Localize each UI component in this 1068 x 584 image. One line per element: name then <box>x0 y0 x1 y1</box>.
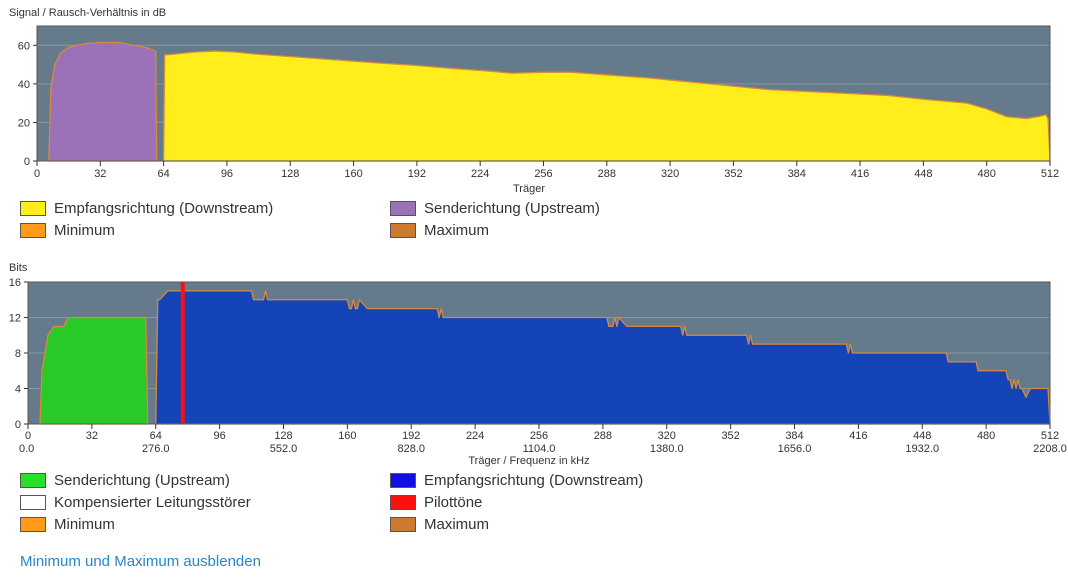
snr-chart: Signal / Rausch-Verhältnis in dB 0 20 40 60… <box>9 7 1059 195</box>
bits-plot-area <box>28 281 1051 425</box>
x-tick-label: 256 <box>530 430 548 442</box>
x-tick-label: 512 <box>1041 430 1059 442</box>
legend-label: Senderichtung (Upstream) <box>54 472 230 489</box>
y-tick-label: 20 <box>18 117 30 129</box>
y-tick-label: 4 <box>15 384 21 396</box>
swatch-maximum <box>390 222 416 238</box>
x-tick-label: 384 <box>785 430 803 442</box>
swatch-downstream <box>390 472 416 488</box>
x-tick-label: 384 <box>788 168 806 180</box>
y-tick-label: 0 <box>24 156 30 168</box>
series-area-empfangsrichtung-downstream- <box>155 290 1051 425</box>
x-tick-label: 0 <box>34 168 40 180</box>
swatch-minimum <box>20 222 46 238</box>
y-tick-label: 16 <box>9 277 21 289</box>
swatch-maximum <box>390 516 416 532</box>
y-tick-label: 0 <box>15 419 21 431</box>
x-tick-label: 128 <box>274 430 292 442</box>
series-area-empfangsrichtung-downstream- <box>162 50 1051 162</box>
legend-item-bits-minimum[interactable]: Minimum <box>20 515 115 535</box>
x-tick-label: 256 <box>534 168 552 180</box>
swatch-upstream <box>20 472 46 488</box>
snr-x-axis-label: Träger <box>513 183 545 195</box>
legend-item-bits-upstream[interactable]: Senderichtung (Upstream) <box>20 471 230 491</box>
x-tick-label: 32 <box>94 168 106 180</box>
x-tick-label: 416 <box>851 168 869 180</box>
x-tick-label: 192 <box>408 168 426 180</box>
freq-tick-label: 1380.0 <box>650 443 684 455</box>
x-tick-label: 224 <box>466 430 484 442</box>
legend-item-snr-downstream[interactable]: Empfangsrichtung (Downstream) <box>20 199 273 219</box>
legend-item-snr-upstream[interactable]: Senderichtung (Upstream) <box>390 199 600 219</box>
freq-tick-label: 1656.0 <box>778 443 812 455</box>
freq-tick-label: 2208.0 <box>1033 443 1067 455</box>
legend-label: Minimum <box>54 516 115 533</box>
legend-item-snr-maximum[interactable]: Maximum <box>390 221 489 241</box>
legend-label: Pilottöne <box>424 494 483 511</box>
x-tick-label: 224 <box>471 168 489 180</box>
x-tick-label: 288 <box>598 168 616 180</box>
snr-plot-area <box>37 26 1051 162</box>
freq-tick-label: 276.0 <box>142 443 170 455</box>
x-tick-label: 64 <box>150 430 162 442</box>
x-tick-label: 192 <box>402 430 420 442</box>
y-tick-label: 60 <box>18 40 30 52</box>
bits-chart-title: Bits <box>9 262 28 274</box>
y-tick-label: 40 <box>18 79 30 91</box>
x-tick-label: 96 <box>221 168 233 180</box>
freq-tick-label: 1104.0 <box>523 443 556 455</box>
swatch-downstream <box>20 200 46 216</box>
x-tick-label: 96 <box>214 430 226 442</box>
legend-item-snr-minimum[interactable]: Minimum <box>20 221 115 241</box>
legend-label: Senderichtung (Upstream) <box>424 200 600 217</box>
x-tick-label: 320 <box>658 430 676 442</box>
x-tick-label: 160 <box>338 430 356 442</box>
freq-tick-label: 0.0 <box>19 443 34 455</box>
freq-tick-label: 828.0 <box>397 443 425 455</box>
freq-tick-label: 552.0 <box>270 443 298 455</box>
x-tick-label: 288 <box>594 430 612 442</box>
x-tick-label: 416 <box>849 430 867 442</box>
series-area-senderichtung-upstream- <box>48 41 158 162</box>
legend-label: Minimum <box>54 222 115 239</box>
legend-label: Kompensierter Leitungsstörer <box>54 494 251 511</box>
swatch-pilot <box>390 494 416 510</box>
x-tick-label: 32 <box>86 430 98 442</box>
swatch-upstream <box>390 200 416 216</box>
x-tick-label: 160 <box>344 168 362 180</box>
y-tick-label: 12 <box>9 313 21 325</box>
legend-label: Maximum <box>424 222 490 239</box>
x-tick-label: 480 <box>977 430 995 442</box>
x-tick-label: 128 <box>281 168 299 180</box>
series-area-senderichtung-upstream- <box>39 316 149 425</box>
legend-item-bits-downstream[interactable]: Empfangsrichtung (Downstream) <box>390 471 643 491</box>
hide-min-max-link[interactable]: Minimum und Maximum ausblenden <box>20 553 261 570</box>
x-tick-label: 352 <box>721 430 739 442</box>
legend-label: Maximum <box>424 516 490 533</box>
x-tick-label: 352 <box>724 168 742 180</box>
freq-tick-label: 1932.0 <box>905 443 939 455</box>
snr-axes: 0 20 40 60 0 32 64 96 128 160 192 224 256 288 320 352 38… <box>18 25 1059 180</box>
legend-item-bits-pilot[interactable]: Pilottöne <box>390 493 482 513</box>
pilot-tone-bar <box>180 282 185 424</box>
legend-label: Empfangsrichtung (Downstream) <box>54 200 274 217</box>
x-tick-label: 64 <box>158 168 170 180</box>
snr-chart-title: Signal / Rausch-Verhältnis in dB <box>9 7 166 19</box>
x-tick-label: 512 <box>1041 168 1059 180</box>
x-tick-label: 448 <box>914 168 932 180</box>
legend-item-bits-compensated[interactable]: Kompensierter Leitungsstörer <box>20 493 251 513</box>
x-tick-label: 448 <box>913 430 931 442</box>
bits-x-axis-label: Träger / Frequenz in kHz <box>468 455 589 467</box>
legend-label: Empfangsrichtung (Downstream) <box>424 472 644 489</box>
x-tick-label: 480 <box>978 168 996 180</box>
legend-item-bits-maximum[interactable]: Maximum <box>390 515 489 535</box>
swatch-minimum <box>20 516 46 532</box>
x-tick-label: 0 <box>25 430 31 442</box>
y-tick-label: 8 <box>15 348 21 360</box>
x-tick-label: 320 <box>661 168 679 180</box>
swatch-compensated <box>20 494 46 510</box>
